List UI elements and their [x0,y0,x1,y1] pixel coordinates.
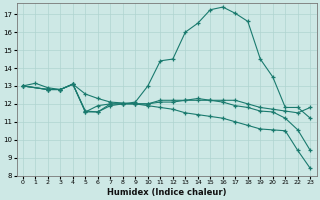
X-axis label: Humidex (Indice chaleur): Humidex (Indice chaleur) [107,188,226,197]
